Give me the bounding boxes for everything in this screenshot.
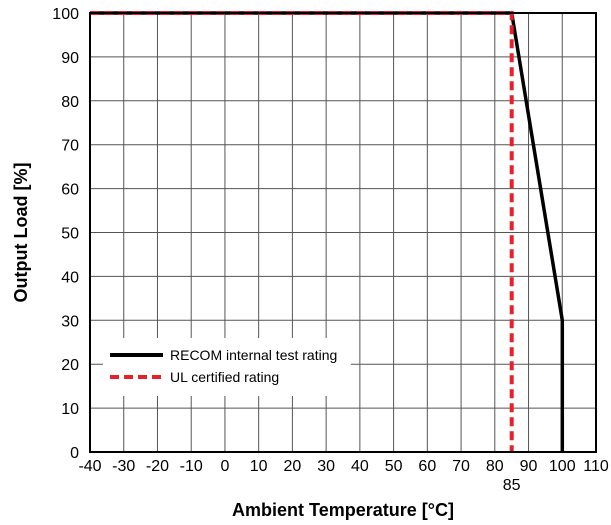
x-tick-label: -10 — [180, 458, 203, 475]
x-tick-label: 20 — [284, 458, 302, 475]
x-tick-label: 0 — [220, 458, 229, 475]
x-tick-label: 30 — [317, 458, 335, 475]
y-tick-label: 70 — [61, 138, 79, 155]
x-tick-label: 10 — [250, 458, 268, 475]
legend-box — [103, 338, 351, 396]
legend-label: UL certified rating — [170, 369, 279, 385]
x-tick-label: 40 — [351, 458, 369, 475]
x-axis-ticks: -40 -30 -20 -10 0 10 20 30 40 50 60 70 80 90 100 110 85 — [78, 458, 608, 494]
y-tick-label: 50 — [61, 226, 79, 243]
x-tick-label: 60 — [418, 458, 436, 475]
x-tick-label: 80 — [486, 458, 504, 475]
y-tick-label: 60 — [61, 182, 79, 199]
legend-label: RECOM internal test rating — [170, 347, 337, 363]
x-tick-label: 110 — [583, 458, 609, 475]
y-tick-label: 40 — [61, 269, 79, 286]
x-tick-label: -30 — [112, 458, 135, 475]
plot-area-frame — [89, 12, 597, 453]
grid — [89, 12, 597, 453]
y-axis-title: Output Load [%] — [11, 163, 31, 303]
x-tick-label: -20 — [146, 458, 169, 475]
x-axis-title: Ambient Temperature [°C] — [232, 500, 454, 520]
x-tick-label: 50 — [385, 458, 403, 475]
legend: RECOM internal test rating UL certified r… — [103, 338, 351, 396]
y-tick-label: 20 — [61, 357, 79, 374]
y-tick-label: 0 — [70, 445, 79, 462]
y-tick-label: 80 — [61, 94, 79, 111]
y-tick-label: 100 — [52, 6, 79, 23]
x-tick-label: 90 — [520, 458, 538, 475]
y-tick-label: 90 — [61, 50, 79, 67]
y-tick-label: 10 — [61, 401, 79, 418]
x-tick-label-85: 85 — [503, 477, 521, 494]
x-tick-label: 70 — [452, 458, 470, 475]
x-tick-label: 100 — [549, 458, 576, 475]
y-axis-ticks: 0 10 20 30 40 50 60 70 80 90 100 — [52, 6, 79, 462]
y-tick-label: 30 — [61, 313, 79, 330]
x-tick-label: -40 — [78, 458, 101, 475]
